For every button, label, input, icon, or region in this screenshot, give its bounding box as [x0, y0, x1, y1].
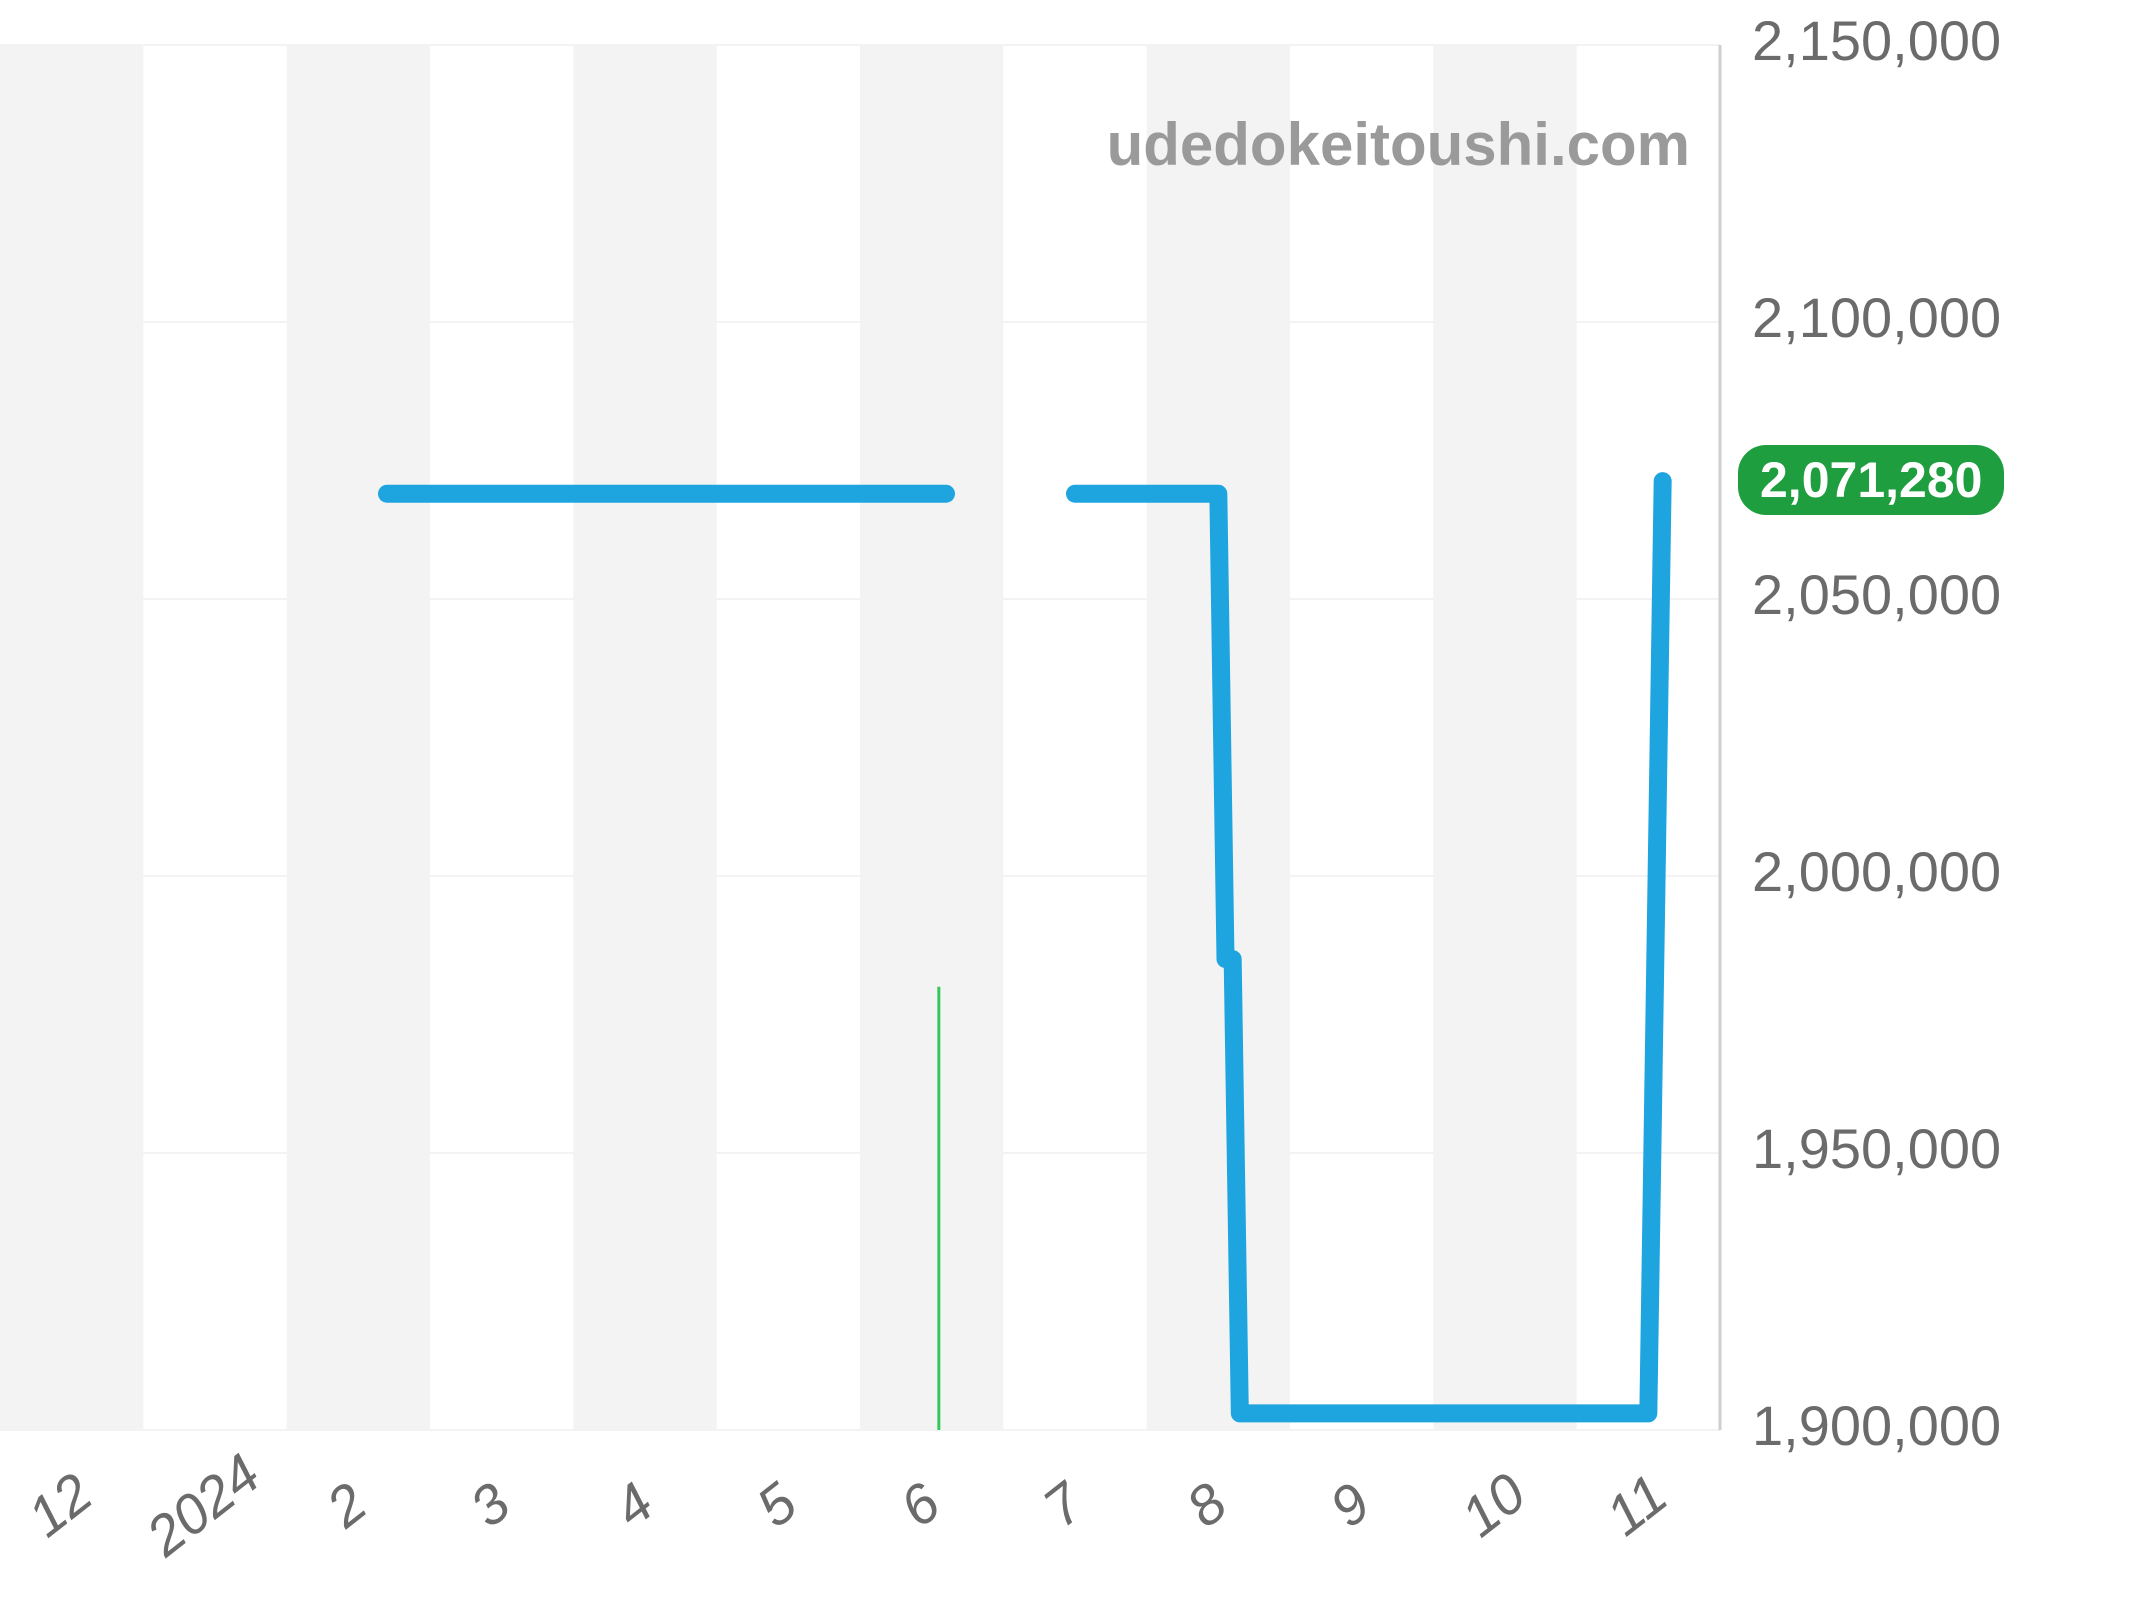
- x-axis-label: 2: [314, 1470, 378, 1539]
- x-axis-label: 3: [458, 1470, 521, 1539]
- chart-svg: 1,900,000 1,950,000 2,000,000 2,050,000 2,10…: [0, 0, 2144, 1600]
- x-axis-label: 2024: [134, 1441, 272, 1568]
- grid-band: [860, 45, 1003, 1430]
- x-axis-label: 10: [1449, 1461, 1537, 1549]
- x-axis-label: 11: [1594, 1462, 1679, 1547]
- grid-band: [573, 45, 716, 1430]
- current-price-badge: 2,071,280: [1738, 445, 2004, 515]
- x-axis-label: 9: [1318, 1470, 1381, 1539]
- grid-band: [0, 45, 143, 1430]
- x-axis-label: 12: [16, 1461, 104, 1549]
- x-axis-label: 7: [1031, 1469, 1096, 1539]
- price-chart: 1,900,000 1,950,000 2,000,000 2,050,000 2,10…: [0, 0, 2144, 1600]
- x-axis-label: 4: [601, 1470, 664, 1539]
- y-axis-label: 1,900,000: [1752, 1394, 2001, 1457]
- grid-band: [1433, 45, 1576, 1430]
- x-axis-label: 5: [745, 1470, 809, 1539]
- watermark-text: udedokeitoushi.com: [1107, 111, 1690, 178]
- y-axis-label: 2,000,000: [1752, 840, 2001, 903]
- y-axis-label: 1,950,000: [1752, 1117, 2001, 1180]
- y-axis-label: 2,150,000: [1752, 9, 2001, 72]
- y-axis-label: 2,050,000: [1752, 563, 2001, 626]
- x-axis-label: 6: [888, 1470, 952, 1539]
- grid-band: [287, 45, 430, 1430]
- x-axis-label: 8: [1175, 1470, 1238, 1539]
- y-axis-label: 2,100,000: [1752, 286, 2001, 349]
